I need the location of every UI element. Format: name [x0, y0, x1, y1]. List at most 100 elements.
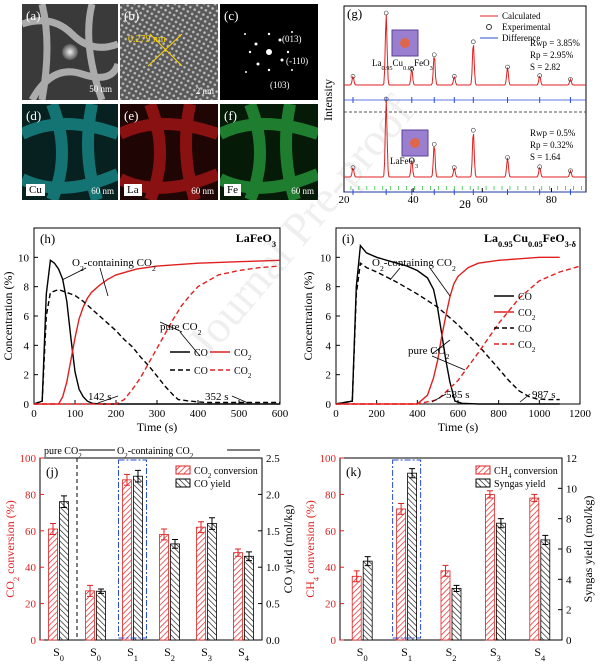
refinement-stat: Rp = 2.95% — [530, 50, 574, 60]
experimental-point — [383, 96, 389, 102]
phase-label: La0.95Cu0.05FeO3 — [372, 58, 433, 72]
x-tick-label: 0 — [333, 408, 339, 420]
calculated-curve — [344, 100, 586, 178]
error-bar — [542, 534, 549, 545]
legend-label: CO2 conversion — [194, 466, 258, 480]
legend-swatch — [175, 478, 191, 488]
chart-g-xrd: (g) La0.95Cu0.05FeO3 Rwp = 3.85% Rp = 2.95%… — [322, 5, 587, 210]
x-tick-label: 200 — [368, 408, 385, 420]
panel-label: (f) — [224, 108, 237, 123]
panel-label: (c) — [224, 8, 239, 23]
legend-swatch — [475, 478, 491, 488]
element-label: Cu — [26, 184, 45, 196]
scale-bar-label: 50 nm — [89, 84, 112, 94]
bar-ch4-conversion — [529, 497, 540, 641]
error-bar — [124, 473, 130, 486]
y-tick-label: 10 — [18, 252, 30, 264]
legend-label: Difference — [502, 33, 540, 43]
experimental-point — [409, 66, 415, 72]
experimental-point — [431, 52, 437, 58]
legend-label: CO — [194, 366, 208, 377]
element-label: La — [124, 184, 142, 196]
y2-tick-label: 1.0 — [266, 562, 280, 574]
legend-label: CO — [194, 348, 208, 359]
y-tick-label: 0 — [24, 399, 30, 411]
error-bar — [198, 521, 204, 534]
spot-label: (-110) — [286, 56, 309, 66]
annotation-arrow — [431, 339, 451, 355]
phase-label: LaFeO3 — [390, 156, 418, 170]
x-tick-label: 400 — [409, 408, 426, 420]
bar-co-yield — [96, 590, 106, 641]
annotation-arrow — [389, 267, 401, 281]
scale-bar-label: 60 nm — [91, 186, 114, 196]
annotation-arrow — [97, 395, 119, 404]
annotation-pure-co2: pure CO2 — [408, 345, 450, 361]
y2-tick-label: 12 — [566, 453, 577, 465]
y2-tick-label: 0.5 — [266, 599, 280, 611]
annotation-arrow — [429, 267, 451, 297]
bar-co2-conversion — [196, 526, 206, 641]
panel-b-hrtem: (b) 0.279 nm 2 nm — [120, 4, 218, 100]
scale-bar-label: 60 nm — [191, 186, 214, 196]
panel-label: (a) — [26, 8, 41, 23]
x-tick-label: 1200 — [569, 408, 592, 420]
experimental-point — [537, 73, 542, 78]
x-tick-label: 60 — [477, 194, 489, 206]
bar-ch4-conversion — [396, 508, 406, 641]
x-tick-label: 400 — [190, 408, 207, 420]
legend-label: Syngas yield — [494, 479, 545, 490]
bar-syngas-yield — [495, 522, 506, 641]
legend-label: CO — [518, 324, 532, 335]
eds-map — [120, 104, 218, 200]
scale-bar-label: 2 nm — [195, 86, 214, 96]
x-tick-label: 40 — [408, 194, 420, 206]
experimental-point — [505, 155, 510, 160]
lattice-spacing-label: 0.279 nm — [128, 34, 166, 45]
x-tick-label: S0 — [90, 645, 101, 663]
annotation-pure-co2: pure CO2 — [160, 321, 202, 337]
element-label: Fe — [224, 184, 241, 196]
legend-label: CO2 — [234, 366, 252, 380]
bar-co-yield — [170, 543, 180, 641]
experimental-point — [568, 168, 573, 174]
x-tick-label: S4 — [238, 645, 250, 663]
error-bar — [98, 588, 104, 594]
error-bar — [209, 517, 215, 530]
annotation-arrow — [231, 395, 249, 404]
annotation-time: 142 s — [88, 391, 112, 403]
x-tick-label: 800 — [490, 408, 507, 420]
y2-tick-label: 8 — [566, 514, 572, 526]
error-bar — [409, 468, 416, 479]
group-label: pure CO2 — [44, 446, 82, 460]
error-bar — [172, 539, 178, 549]
error-bar — [246, 551, 252, 562]
bar-co-yield — [207, 523, 217, 641]
panel-e-map-la: (e) La 60 nm — [120, 104, 218, 200]
series-line-co2-O2 — [336, 256, 560, 405]
y-tick-label: 0 — [326, 399, 332, 411]
experimental-point — [470, 127, 476, 133]
annotation-arrow — [519, 393, 531, 403]
y2-tick-label: 2.0 — [266, 489, 280, 501]
hrtem-image — [120, 4, 218, 100]
y-axis-label: CO2 conversion (%) — [3, 500, 21, 598]
legend-label: CO yield — [194, 479, 230, 490]
panel-label: (h) — [40, 231, 55, 246]
y-tick-label: 20 — [25, 599, 37, 611]
error-bar — [353, 570, 360, 583]
bar-co-yield — [244, 555, 254, 641]
plot-frame — [33, 227, 281, 405]
y-tick-label: 40 — [325, 562, 337, 574]
bar-ch4-conversion — [351, 575, 362, 641]
error-bar — [87, 584, 93, 597]
plot-frame — [39, 457, 263, 641]
panel-label: (e) — [124, 108, 139, 123]
chart-title: La0.95Cu0.05FeO3-δ — [484, 231, 577, 249]
experimental-point — [568, 76, 573, 82]
error-bar — [50, 523, 56, 535]
annotation-time: 352 s — [205, 391, 229, 403]
plot-frame — [343, 5, 587, 193]
x-tick-label: S2 — [164, 645, 175, 663]
y-tick-label: 0 — [31, 635, 37, 647]
